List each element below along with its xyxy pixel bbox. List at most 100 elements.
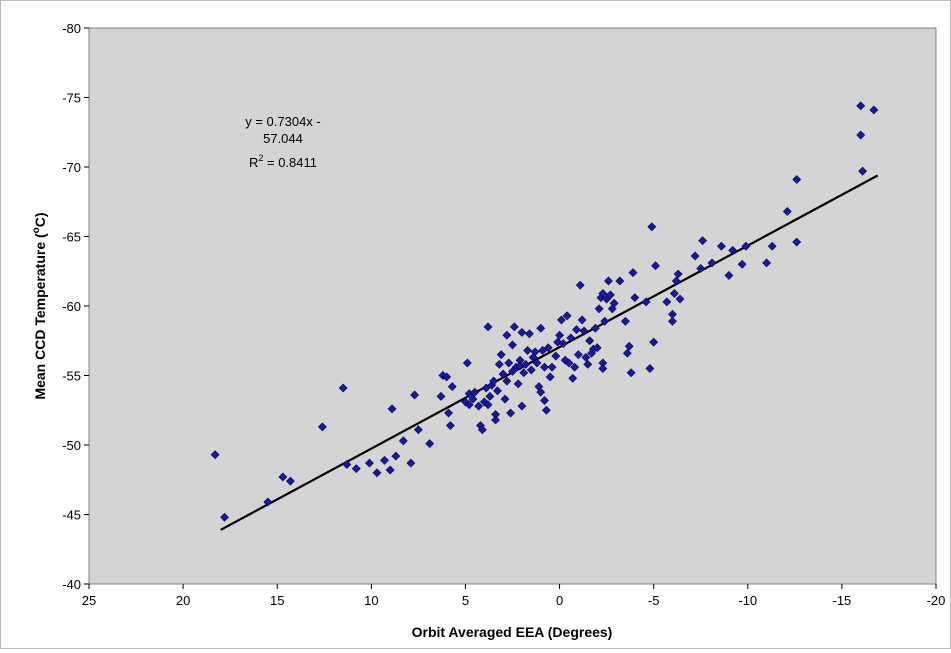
data-point [521, 359, 531, 369]
data-point [365, 458, 374, 468]
data-point [604, 276, 613, 286]
data-point [572, 325, 581, 335]
data-point [645, 364, 655, 373]
data-point [513, 379, 523, 389]
data-point [598, 289, 608, 298]
y-tick-label: -75 [62, 91, 81, 106]
y-tick-label: -65 [62, 230, 81, 245]
data-point [615, 276, 625, 286]
data-point [624, 341, 634, 351]
data-point [669, 289, 679, 298]
trendline-equation-line1: y = 0.7304x - [245, 114, 321, 129]
data-point [447, 382, 457, 392]
data-point [474, 401, 484, 411]
data-point [210, 450, 220, 460]
data-point [856, 101, 866, 111]
data-point [651, 261, 660, 271]
data-point [540, 362, 549, 372]
data-point [436, 391, 446, 401]
data-point [668, 316, 677, 326]
data-point [483, 322, 493, 332]
data-point [530, 347, 540, 357]
data-point [500, 394, 510, 404]
data-point [594, 304, 604, 314]
data-point [532, 358, 542, 368]
data-point [491, 415, 500, 425]
data-point [568, 373, 578, 383]
data-point [762, 258, 772, 268]
r2-value: = 0.8411 [263, 155, 317, 170]
data-point [598, 364, 608, 373]
x-axis-title: Orbit Averaged EEA (Degrees) [412, 624, 613, 640]
data-point [372, 468, 382, 478]
x-tick-label: -15 [832, 593, 851, 608]
plot-area [88, 27, 937, 585]
data-point [406, 458, 416, 468]
r2-superscript: 2 [258, 153, 263, 163]
data-point [464, 400, 474, 410]
data-point [496, 350, 506, 360]
data-point [675, 294, 685, 304]
data-point [526, 365, 536, 375]
data-point [792, 237, 802, 247]
data-point [628, 268, 638, 278]
x-axis-ticks: 25 20 15 10 5 0 -5 -10 -15 -20 [82, 584, 946, 608]
data-point [564, 358, 574, 368]
trendline-r-squared: R2 = 0.8411 [249, 153, 317, 170]
data-point [622, 348, 632, 358]
y-tick-label: -50 [62, 438, 81, 453]
y-tick-label: -45 [62, 508, 81, 523]
y-axis-ticks: -40 -45 -50 -55 -60 -65 -70 -75 -80 [62, 21, 89, 592]
data-point [391, 451, 401, 461]
trendline [220, 174, 879, 531]
data-point [545, 372, 555, 382]
data-point [621, 316, 630, 326]
data-point [278, 472, 288, 482]
data-point [562, 311, 572, 321]
data-point [485, 391, 495, 401]
data-point [519, 368, 529, 378]
data-point [468, 394, 478, 404]
data-point [573, 350, 583, 360]
data-point [626, 368, 636, 378]
data-point [523, 346, 532, 355]
trendline-group [220, 174, 879, 531]
data-point [698, 236, 708, 246]
trendline-equation-line2: 57.044 [263, 131, 303, 146]
data-point [858, 166, 868, 176]
data-point [856, 130, 866, 140]
data-point [541, 405, 551, 415]
data-point [462, 358, 472, 368]
data-point [504, 358, 514, 368]
data-point [592, 343, 602, 353]
data-point [317, 422, 327, 432]
data-point [641, 297, 651, 307]
data-point [782, 207, 792, 216]
data-point [724, 270, 734, 280]
data-point [581, 353, 591, 362]
data-point [538, 346, 548, 355]
x-tick-label: 20 [176, 593, 190, 608]
data-points [210, 101, 879, 522]
data-point [577, 315, 587, 325]
data-point [442, 372, 452, 382]
data-point [605, 290, 615, 300]
data-point [338, 383, 348, 393]
data-point [585, 336, 595, 346]
data-point [540, 396, 549, 405]
r2-prefix: R [249, 155, 258, 170]
data-point [647, 222, 657, 232]
data-point [508, 340, 517, 350]
data-point [220, 512, 229, 522]
data-point [792, 175, 802, 184]
data-point [498, 369, 508, 379]
y-tick-label: -70 [62, 160, 81, 175]
data-point [494, 359, 504, 369]
y-tick-label: -55 [62, 369, 81, 384]
data-point [590, 323, 600, 333]
data-point [385, 465, 395, 475]
data-point [410, 390, 420, 400]
data-point [398, 436, 408, 446]
x-tick-label: -20 [927, 593, 946, 608]
data-point [555, 330, 564, 340]
